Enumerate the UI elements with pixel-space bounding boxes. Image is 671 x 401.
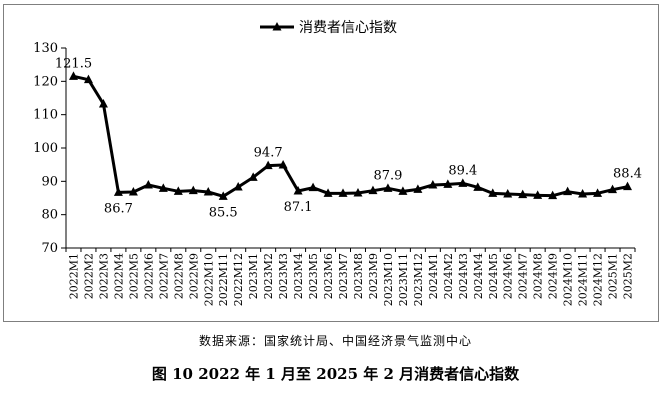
data-label: 88.4 bbox=[613, 167, 642, 182]
data-point-marker bbox=[323, 188, 333, 197]
data-label: 87.1 bbox=[284, 200, 313, 215]
y-tick-label: 90 bbox=[41, 174, 58, 189]
x-tick-label: 2022M10 bbox=[202, 253, 215, 306]
legend-label: 消费者信心指数 bbox=[299, 20, 397, 36]
data-point-marker bbox=[98, 99, 108, 108]
data-point-marker bbox=[368, 185, 378, 195]
data-point-marker bbox=[173, 186, 183, 195]
data-point-marker bbox=[218, 191, 228, 200]
data-point-marker bbox=[278, 160, 288, 169]
data-point-marker bbox=[443, 179, 453, 188]
series-line bbox=[73, 74, 628, 198]
data-point-marker bbox=[338, 188, 348, 197]
x-tick-label: 2022M12 bbox=[232, 253, 245, 306]
data-point-marker bbox=[473, 182, 483, 191]
data-label: 87.9 bbox=[373, 168, 402, 183]
data-point-marker bbox=[458, 178, 468, 187]
data-point-marker bbox=[263, 160, 273, 170]
x-tick-label: 2023M8 bbox=[352, 253, 365, 299]
data-point-marker bbox=[428, 180, 438, 189]
x-tick-label: 2025M2 bbox=[622, 253, 635, 299]
x-tick-label: 2023M1 bbox=[247, 253, 260, 299]
data-point-marker bbox=[308, 182, 318, 192]
data-point-marker bbox=[128, 187, 138, 196]
data-point-marker bbox=[83, 74, 93, 84]
x-tick-label: 2022M8 bbox=[172, 253, 185, 299]
x-tick-label: 2024M12 bbox=[592, 253, 605, 306]
x-tick-label: 2023M3 bbox=[277, 253, 290, 299]
data-label: 94.7 bbox=[254, 146, 283, 161]
x-tick-label: 2024M3 bbox=[457, 253, 470, 299]
data-point-marker bbox=[503, 189, 513, 198]
data-point-marker bbox=[548, 190, 558, 200]
data-point-marker bbox=[593, 188, 603, 197]
x-tick-label: 2022M6 bbox=[142, 253, 155, 299]
x-tick-label: 2022M1 bbox=[67, 253, 80, 299]
data-point-marker bbox=[158, 183, 168, 192]
x-tick-label: 2024M7 bbox=[517, 253, 530, 299]
data-point-marker bbox=[68, 71, 78, 80]
source-note: 数据来源：国家统计局、中国经济景气监测中心 bbox=[198, 334, 472, 348]
data-point-marker bbox=[293, 186, 303, 195]
data-point-marker bbox=[188, 185, 198, 195]
data-label: 89.4 bbox=[448, 163, 477, 178]
data-point-marker bbox=[488, 188, 498, 197]
data-point-marker bbox=[578, 189, 588, 198]
y-tick-label: 80 bbox=[41, 208, 58, 223]
data-point-marker bbox=[533, 190, 543, 199]
x-tick-label: 2023M4 bbox=[292, 253, 305, 299]
x-tick-label: 2024M10 bbox=[562, 253, 575, 306]
x-tick-label: 2024M2 bbox=[442, 253, 455, 299]
x-tick-label: 2023M11 bbox=[397, 253, 410, 306]
x-tick-label: 2022M11 bbox=[217, 253, 230, 306]
data-point-marker bbox=[143, 180, 153, 189]
data-point-marker bbox=[353, 188, 363, 197]
data-point-marker bbox=[623, 181, 633, 191]
data-point-marker bbox=[113, 187, 123, 196]
data-label: 86.7 bbox=[104, 201, 133, 216]
x-tick-label: 2023M5 bbox=[307, 253, 320, 299]
x-tick-label: 2024M11 bbox=[577, 253, 590, 306]
x-tick-label: 2024M4 bbox=[472, 253, 485, 299]
y-tick-label: 110 bbox=[33, 108, 58, 123]
data-point-marker bbox=[398, 186, 408, 195]
figure-caption: 图 10 2022 年 1 月至 2025 年 2 月消费者信心指数 bbox=[151, 365, 520, 383]
x-tick-label: 2023M7 bbox=[337, 253, 350, 299]
x-tick-label: 2023M10 bbox=[382, 253, 395, 306]
x-tick-label: 2022M2 bbox=[82, 253, 95, 299]
data-point-marker bbox=[383, 183, 393, 192]
x-tick-label: 2022M5 bbox=[127, 253, 140, 299]
y-tick-label: 100 bbox=[33, 141, 58, 156]
x-tick-label: 2024M5 bbox=[487, 253, 500, 299]
x-tick-label: 2023M12 bbox=[412, 253, 425, 306]
data-point-marker bbox=[563, 186, 573, 196]
data-point-marker bbox=[608, 184, 618, 194]
x-tick-label: 2022M7 bbox=[157, 253, 170, 299]
chart-frame: 70 80 90 100 110 120 130 2022M1 2022M2 2022M3 2022… bbox=[3, 4, 659, 322]
data-point-marker bbox=[203, 187, 213, 196]
x-tick-label: 2024M6 bbox=[502, 253, 515, 299]
x-tick-label: 2024M1 bbox=[427, 253, 440, 299]
x-tick-label: 2025M1 bbox=[607, 253, 620, 299]
x-tick-label: 2022M9 bbox=[187, 253, 200, 299]
data-point-marker bbox=[413, 184, 423, 193]
y-tick-label: 130 bbox=[33, 41, 58, 56]
legend-marker bbox=[272, 22, 282, 31]
data-point-marker bbox=[233, 182, 243, 191]
x-tick-label: 2022M4 bbox=[112, 253, 125, 299]
x-tick-label: 2022M3 bbox=[97, 253, 110, 299]
x-tick-label: 2023M2 bbox=[262, 253, 275, 299]
data-label: 121.5 bbox=[55, 56, 92, 71]
data-point-marker bbox=[518, 189, 528, 199]
data-point-marker bbox=[248, 172, 258, 181]
x-tick-label: 2024M8 bbox=[532, 253, 545, 299]
x-tick-label: 2023M9 bbox=[367, 253, 380, 299]
y-tick-label: 70 bbox=[41, 241, 58, 256]
data-label: 85.5 bbox=[209, 205, 238, 220]
x-tick-label: 2023M6 bbox=[322, 253, 335, 299]
x-tick-label: 2024M9 bbox=[547, 253, 560, 299]
y-tick-label: 120 bbox=[33, 74, 58, 89]
